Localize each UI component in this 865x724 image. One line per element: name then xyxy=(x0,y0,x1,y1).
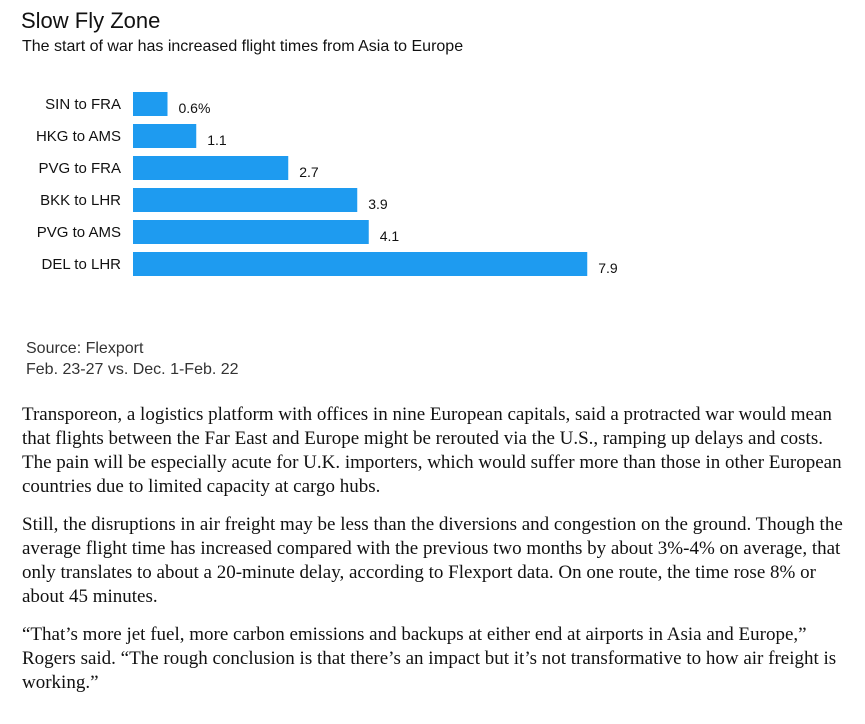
bar xyxy=(133,156,289,180)
category-label: PVG to AMS xyxy=(37,224,121,241)
category-label: HKG to AMS xyxy=(36,128,121,145)
article-paragraph: Still, the disruptions in air freight ma… xyxy=(22,514,843,607)
article-paragraph: “That’s more jet fuel, more carbon emiss… xyxy=(22,624,837,693)
bar-chart: SIN to FRA 0.6% HKG to AMS 1.1 PVG to FRA 2.7… xyxy=(36,92,618,276)
chart-title: Slow Fly Zone xyxy=(21,8,161,33)
article-body: Transporeon, a logistics platform with o… xyxy=(22,403,852,709)
bar xyxy=(133,188,358,212)
category-label: SIN to FRA xyxy=(45,96,121,113)
value-label: 3.9 xyxy=(368,196,388,212)
bar xyxy=(133,220,369,244)
bar xyxy=(133,252,588,276)
value-label: 1.1 xyxy=(207,132,227,148)
category-label: DEL to LHR xyxy=(42,256,122,273)
chart-date-note: Feb. 23-27 vs. Dec. 1-Feb. 22 xyxy=(26,361,239,378)
value-label: 2.7 xyxy=(299,164,319,180)
value-label: 0.6% xyxy=(179,100,211,116)
value-label: 7.9 xyxy=(598,260,618,276)
category-label: BKK to LHR xyxy=(40,192,121,209)
chart-subtitle: The start of war has increased flight ti… xyxy=(22,38,464,55)
category-label: PVG to FRA xyxy=(38,160,121,177)
article-paragraph: Transporeon, a logistics platform with o… xyxy=(22,404,842,497)
bar xyxy=(133,92,168,116)
chart-source: Source: Flexport xyxy=(26,340,144,357)
bar xyxy=(133,124,197,148)
value-label: 4.1 xyxy=(380,228,400,244)
